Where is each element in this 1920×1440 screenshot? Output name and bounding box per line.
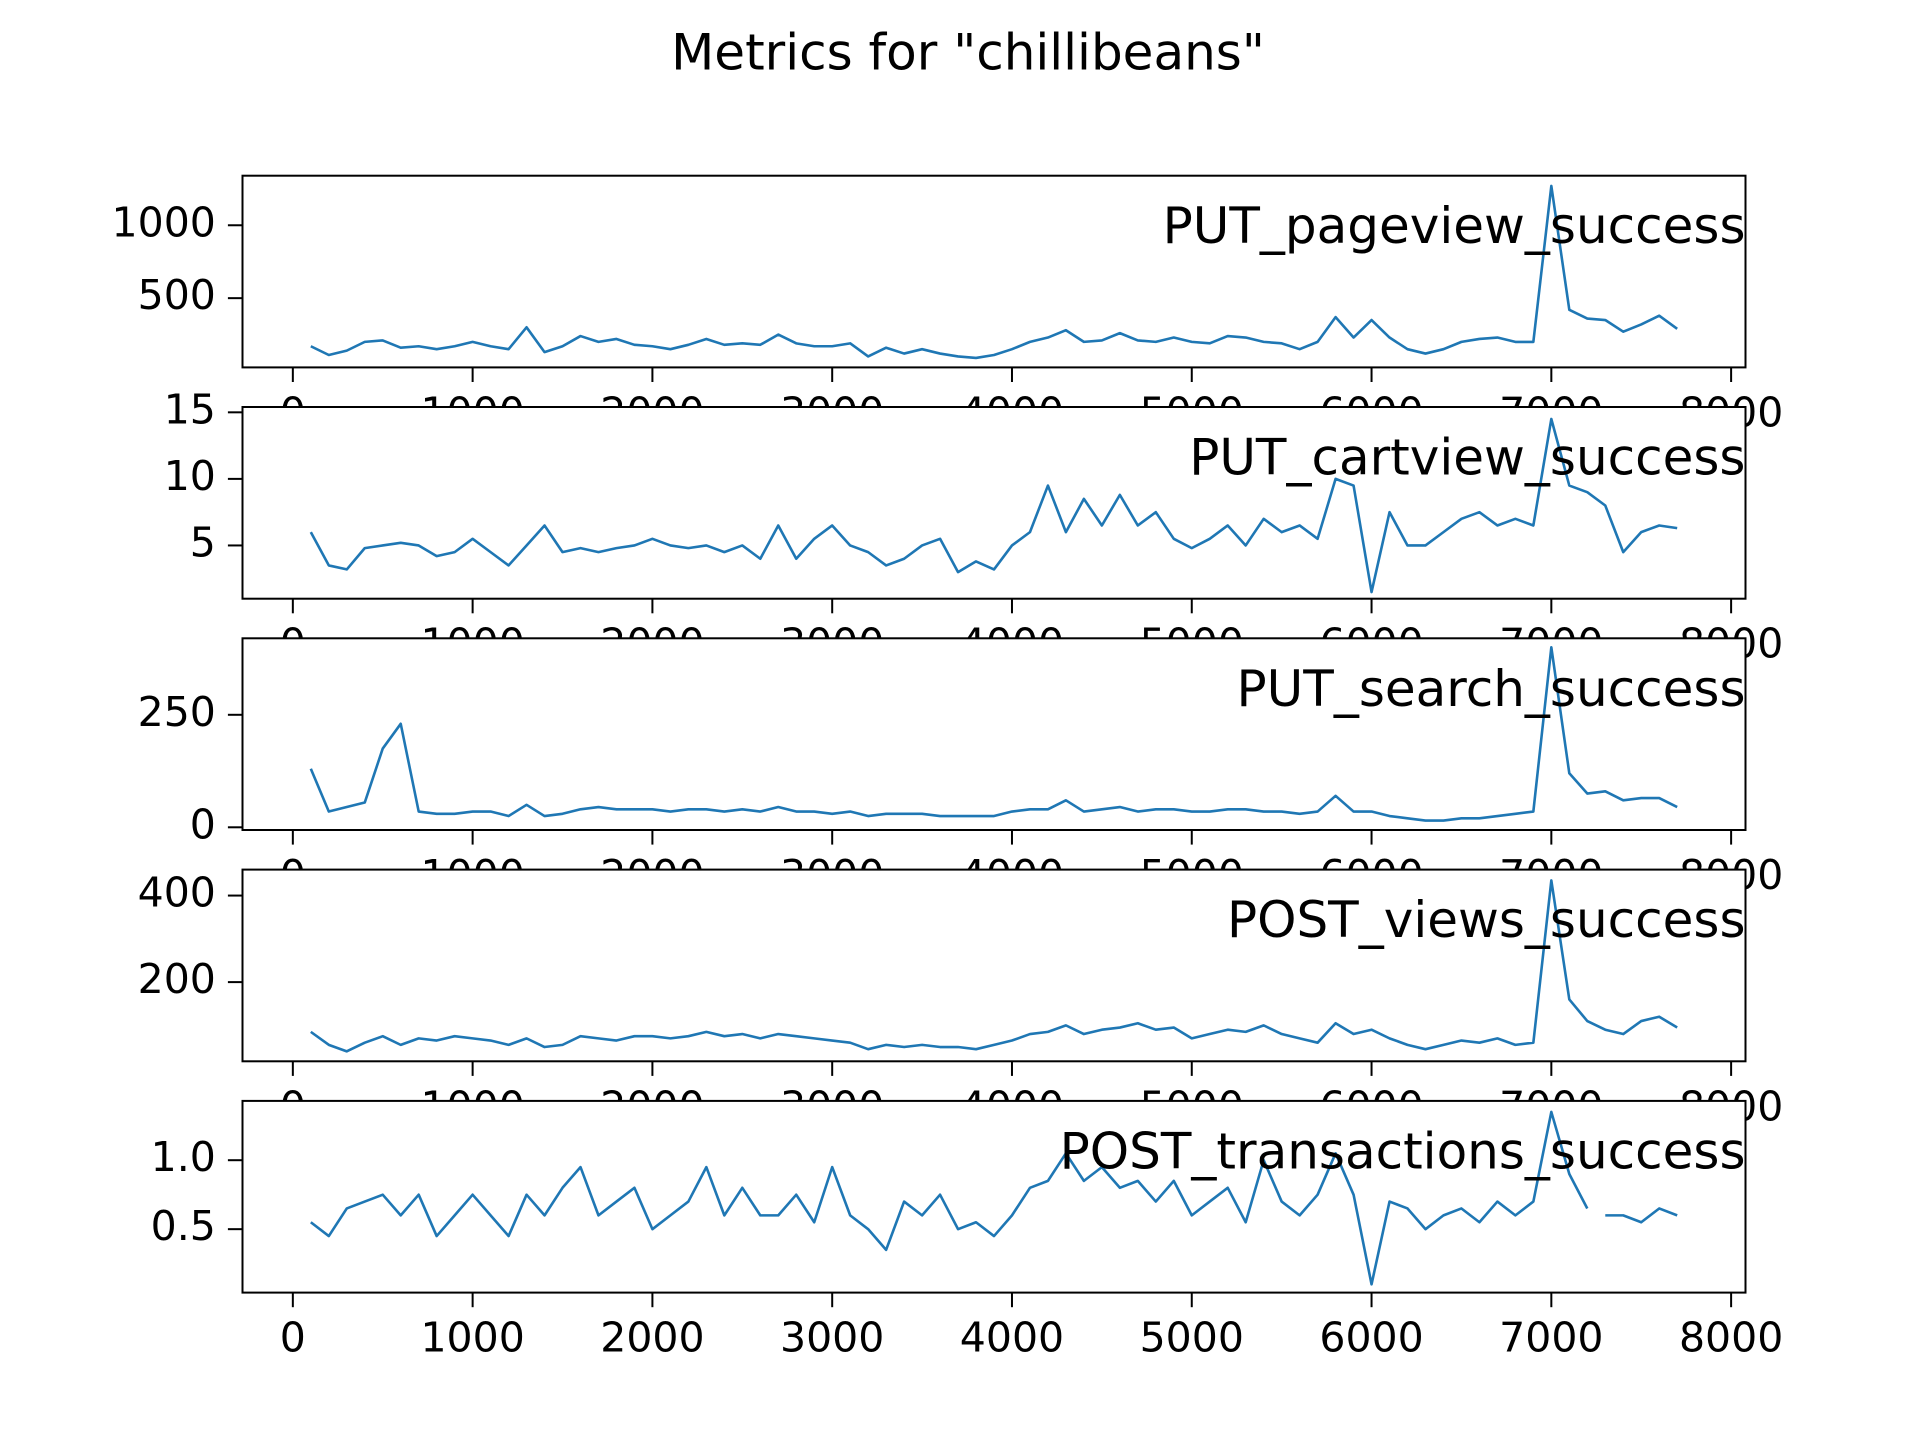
- subplot-label: PUT_pageview_success: [1163, 197, 1746, 255]
- axes-background: [242, 1100, 1746, 1293]
- line-series: [310, 184, 1678, 360]
- x-tick-label: 4000: [960, 1314, 1064, 1362]
- subplot: 0 1000 2000 3000 4000 5000 6000 7000 8000 0.5 1.0 P…: [151, 1099, 1783, 1362]
- x-tick-label: 1000: [420, 1314, 524, 1362]
- axes-background: [242, 407, 1746, 599]
- x-tick-label: 6000: [1319, 1314, 1423, 1362]
- subplot-label: POST_views_success: [1227, 891, 1746, 949]
- line-series: [309, 646, 1678, 822]
- subplot-label: PUT_search_success: [1237, 660, 1746, 718]
- axes-background: [242, 869, 1746, 1062]
- axes-frame: [241, 637, 1747, 831]
- y-tick-label: 1000: [112, 198, 216, 246]
- line-series: [309, 417, 1678, 594]
- y-tick-label: 250: [138, 688, 216, 736]
- y-tick-label: 500: [138, 271, 216, 319]
- y-tick-label: 200: [138, 955, 216, 1003]
- y-tick-label: 0.5: [151, 1202, 216, 1250]
- axes-frame: [241, 1099, 1747, 1294]
- axes-frame: [241, 174, 1747, 369]
- x-tick-label: 5000: [1140, 1314, 1244, 1362]
- line-series: [310, 879, 1678, 1053]
- x-tick-label: 3000: [780, 1314, 884, 1362]
- subplot: 01000200030004000500060007000800051015PU…: [164, 385, 1784, 667]
- figure-title: Metrics for "chillibeans": [671, 24, 1265, 82]
- axes-frame: [241, 868, 1747, 1063]
- x-tick-label: 0: [280, 1314, 306, 1362]
- x-tick-label: 2000: [600, 1314, 704, 1362]
- axes-background: [242, 638, 1746, 830]
- line-series: [310, 1110, 1678, 1286]
- y-tick-label: 10: [164, 452, 216, 500]
- y-tick-label: 1.0: [151, 1133, 216, 1181]
- axes-frame: [241, 406, 1747, 600]
- y-tick-label: 400: [138, 869, 216, 917]
- subplot-label: PUT_cartview_success: [1189, 429, 1745, 487]
- x-tick-label: 7000: [1499, 1314, 1603, 1362]
- y-tick-label: 15: [164, 385, 216, 433]
- y-tick-label: 5: [190, 518, 216, 566]
- y-tick-label: 0: [190, 800, 216, 848]
- x-tick-label: 8000: [1679, 1314, 1783, 1362]
- subplot-label: POST_transactions_success: [1060, 1122, 1746, 1180]
- axes-background: [242, 175, 1746, 368]
